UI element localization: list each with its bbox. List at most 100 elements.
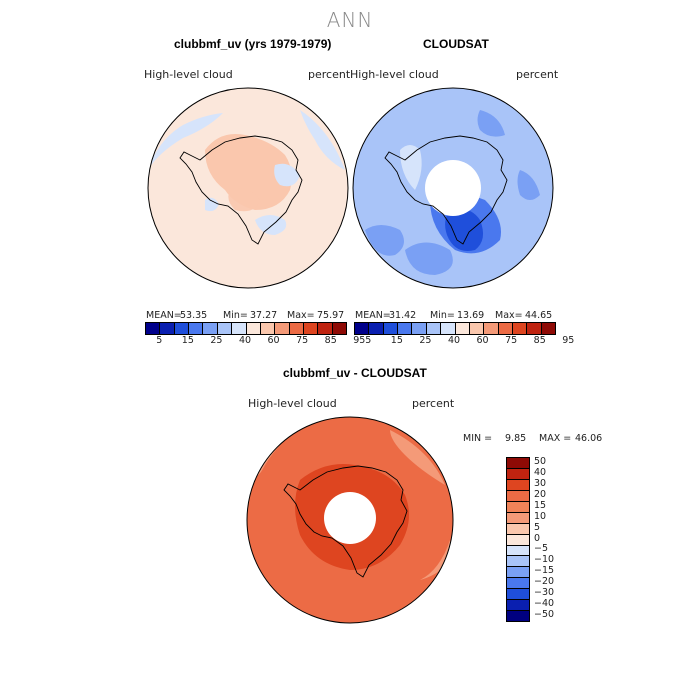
panel3-colorbar-swatch [507, 512, 529, 524]
panel1-colorbar-tick: 95 [353, 335, 366, 346]
panel2-colorbar-tick: 40 [447, 335, 461, 346]
panel2-antarctica-coastline [384, 135, 508, 245]
panel2-colorbar-tick: 25 [419, 335, 432, 346]
panel3-colorbar-swatch [507, 556, 529, 568]
panel3-colorbar-swatch [507, 611, 529, 622]
panel3-colorbar-swatch [507, 589, 529, 601]
panel1-map-border [147, 87, 349, 289]
panel2-colorbar-swatch [441, 323, 456, 334]
panel3-colorbar-swatch [507, 600, 529, 612]
panel1-min-value: 37.27 [250, 310, 278, 321]
panel1-colorbar-swatch [246, 323, 261, 334]
panel3-colorbar-tick: 50 [534, 456, 547, 468]
panel1-colorbar-swatch [232, 323, 247, 334]
panel3-colorbar-swatch [507, 458, 529, 469]
panel1-colorbar-tick: 85 [324, 335, 337, 346]
panel3-colorbar-tick: −40 [534, 597, 555, 609]
panel2-colorbar-swatch [355, 323, 370, 334]
panel3-colorbar-tick: −30 [534, 586, 555, 598]
panel2-colorbar-swatch [469, 323, 485, 334]
panel1-colorbar-swatch [217, 323, 233, 334]
panel2-missing-pole [425, 160, 481, 216]
panel2-colorbar-swatch [527, 323, 542, 334]
panel1-colorbar-swatch [203, 323, 218, 334]
panel1-title: clubbmf_uv (yrs 1979-1979) [174, 37, 332, 51]
panel1-colorbar-swatch [160, 323, 175, 334]
panel2-title: CLOUDSAT [423, 37, 489, 51]
panel1-colorbar-swatch [318, 323, 333, 334]
panel1-field-ice-patch [228, 188, 260, 212]
panel2-min-value: 13.69 [457, 310, 485, 321]
panel3-colorbar-swatch [507, 545, 529, 557]
panel3-colorbar-tick: 5 [534, 521, 541, 533]
panel3-min-value: 9.85 [505, 433, 527, 444]
panel3-colorbar-tick: −50 [534, 608, 555, 620]
panel3-colorbar-tick: −20 [534, 575, 555, 587]
panel2-colorbar-swatch [383, 323, 399, 334]
panel2-field-low-patch [477, 110, 505, 137]
panel1-colorbar-swatch [275, 323, 290, 334]
panel3-map-border [246, 416, 454, 624]
panel3-field-outer-low [390, 430, 445, 485]
panel3-colorbar-swatch [507, 534, 529, 546]
panel1-field-ocean-patch [148, 113, 223, 170]
panel3-colorbar [506, 457, 530, 622]
panel3-colorbar-tick: 15 [534, 499, 547, 511]
panel2-units-label: percent [516, 68, 559, 81]
panel2-colorbar-swatch [541, 323, 556, 334]
panel1-colorbar-swatch [303, 323, 319, 334]
panel3-title: clubbmf_uv - CLOUDSAT [283, 366, 427, 380]
panel3-missing-pole [324, 492, 376, 544]
panel3-max-label: MAX = [539, 433, 572, 444]
panel2-colorbar-swatch [512, 323, 528, 334]
panel2-colorbar-tick: 95 [562, 335, 575, 346]
panel3-colorbar-swatch [507, 468, 529, 480]
figure-title: ANN [326, 8, 374, 32]
panel1-colorbar-tick: 15 [181, 335, 194, 346]
panel2-variable-label: High-level cloud [350, 68, 439, 81]
panel3-min-label: MIN = [463, 433, 493, 444]
panel2-mean-value: 31.42 [389, 310, 417, 321]
panel2-colorbar-tick: 15 [390, 335, 403, 346]
panel2-colorbar-swatch [369, 323, 384, 334]
panel1-colorbar-tick: 25 [210, 335, 223, 346]
panel2-map-border [352, 87, 554, 289]
panel1-colorbar-tick: 60 [267, 335, 280, 346]
panel2-colorbar-swatch [398, 323, 413, 334]
panel1-mean-value: 53.35 [180, 310, 208, 321]
panel2-colorbar-tick: 60 [476, 335, 489, 346]
panel3-variable-label: High-level cloud [248, 397, 337, 410]
panel2-colorbar [354, 322, 556, 335]
panel3-colorbar-swatch [507, 490, 529, 502]
panel2-field-low-patch [405, 242, 453, 275]
panel2-min-label: Min= [430, 310, 455, 321]
panel1-max-label: Max= [287, 310, 315, 321]
panel2-field-ice-patch [400, 145, 422, 190]
panel2-field-low-patch [517, 170, 540, 200]
panel1-field-ocean-patch [300, 110, 345, 170]
panel2-colorbar-tick: 75 [505, 335, 518, 346]
panel2-colorbar-swatch [412, 323, 427, 334]
panel1-variable-label: High-level cloud [144, 68, 233, 81]
panel3-units-label: percent [412, 397, 455, 410]
panel3-max-value: 46.06 [575, 433, 603, 444]
panel1-colorbar-swatch [189, 323, 204, 334]
panel3-colorbar-swatch [507, 578, 529, 590]
panel2-colorbar-swatch [455, 323, 470, 334]
panel1-colorbar-swatch [146, 323, 161, 334]
panel2-colorbar-tick: 5 [365, 335, 372, 346]
panel1-colorbar-tick: 5 [156, 335, 163, 346]
panel1-field-low-patch [205, 197, 219, 212]
panel1-colorbar-tick: 40 [238, 335, 252, 346]
panel1-colorbar-swatch [174, 323, 190, 334]
panel1-max-value: 75.97 [317, 310, 345, 321]
panel1-colorbar-swatch [260, 323, 276, 334]
panel3-antarctica-coastline [283, 465, 408, 578]
panel2-field-low-patch [365, 225, 404, 256]
panel3-colorbar-tick: 30 [534, 478, 547, 490]
panel1-min-label: Min= [223, 310, 248, 321]
panel1-colorbar-tick: 75 [296, 335, 309, 346]
panel3-colorbar-tick: 10 [534, 510, 547, 522]
